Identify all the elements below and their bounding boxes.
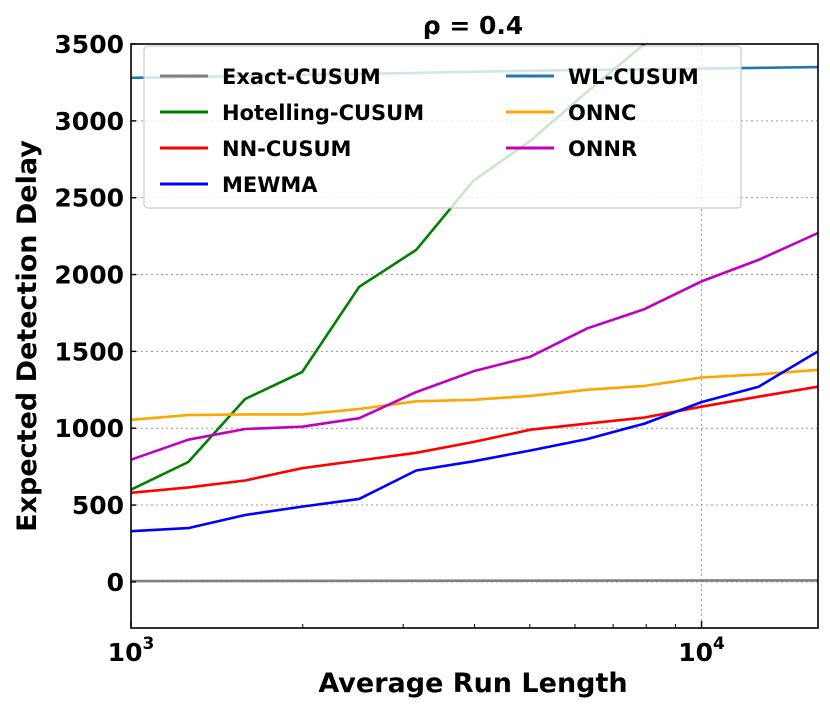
y-axis-label: Expected Detection Delay	[12, 140, 43, 532]
y-tick-label: 3000	[54, 107, 124, 136]
legend-label: MEWMA	[222, 173, 318, 197]
series-line-onnr	[131, 231, 818, 461]
chart-title: ρ = 0.4	[423, 11, 524, 40]
y-tick-label: 500	[72, 491, 124, 520]
legend-label: Exact-CUSUM	[222, 65, 381, 89]
legend-label: ONNR	[568, 137, 637, 161]
axis-ticks: 0 500 1000 1500 2000 2500 3000 3500 103 104	[54, 30, 725, 667]
series-line-exact-cusum	[131, 579, 818, 583]
x-tick-label: 103	[108, 634, 155, 667]
legend-label: NN-CUSUM	[222, 137, 351, 161]
y-tick-label: 2000	[54, 261, 124, 290]
y-tick-label: 3500	[54, 30, 124, 59]
legend: Exact-CUSUM WL-CUSUM Hotelling-CUSUM ONNC NN…	[143, 45, 742, 209]
legend-label: WL-CUSUM	[568, 65, 699, 89]
legend-label: ONNC	[568, 101, 636, 125]
legend-box	[143, 45, 742, 209]
series-line-nn-cusum	[131, 385, 818, 495]
legend-label: Hotelling-CUSUM	[222, 101, 424, 125]
series-line-onnc	[131, 368, 818, 422]
y-tick-label: 2500	[54, 184, 124, 213]
series-line-mewma	[131, 350, 818, 533]
y-tick-label: 0	[107, 568, 124, 597]
x-tick-label: 104	[678, 634, 725, 667]
y-tick-label: 1500	[54, 337, 124, 366]
x-axis-label: Average Run Length	[318, 668, 627, 699]
y-tick-label: 1000	[54, 414, 124, 443]
